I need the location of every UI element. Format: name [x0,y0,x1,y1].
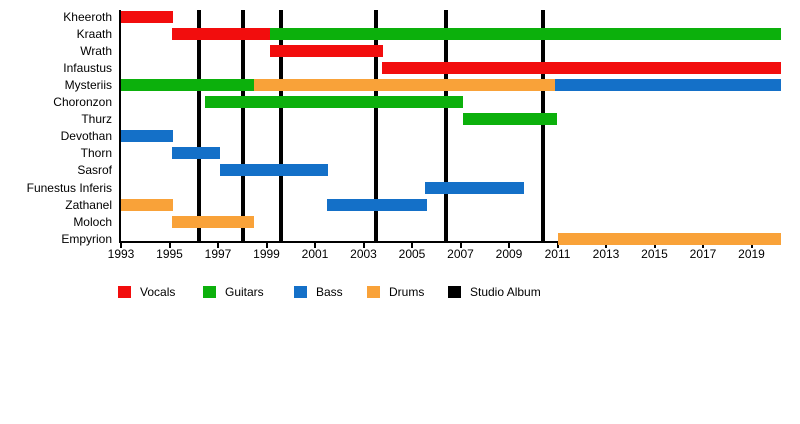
member-label-infaustus: Infaustus [63,60,112,75]
x-axis-line [119,241,781,243]
legend-label-guitars: Guitars [225,285,264,299]
studio-album-line [443,10,448,241]
member-label-thurz: Thurz [81,112,112,127]
x-tick-label: 2011 [544,247,571,261]
member-label-thorn: Thorn [80,146,112,161]
member-label-devothan: Devothan [60,129,112,144]
timeline-bar-thurz-guitars [462,113,558,126]
x-tick-label: 2003 [350,247,377,261]
timeline-bar-devothan-bass [121,130,174,143]
timeline-bar-zathanel-drums [121,198,174,211]
x-tick [556,243,559,248]
member-label-moloch: Moloch [73,214,112,229]
x-tick-label: 2017 [689,247,717,261]
timeline-bar-kraath-vocals [171,27,271,40]
x-tick-label: 1997 [204,247,232,261]
x-tick [362,243,365,248]
x-tick [411,243,413,248]
x-tick-label: 1995 [156,247,183,261]
member-label-wrath: Wrath [80,43,112,58]
x-tick [265,243,268,248]
legend-swatch-guitars [203,286,216,298]
timeline-bar-infaustus-vocals [381,61,781,74]
timeline-bar-wrath-vocals [270,44,383,57]
x-tick-label: 1993 [107,247,135,261]
x-tick [459,243,462,248]
x-tick [750,243,753,248]
timeline-bar-mysteriis-drums [254,78,556,91]
x-tick [605,243,607,248]
timeline-bar-mysteriis-guitars [121,78,255,91]
timeline-bar-funestus-inferis-bass [425,181,524,194]
x-tick [653,243,656,248]
timeline-bar-empyrion-drums [557,232,781,245]
x-tick-label: 2001 [301,247,329,261]
member-label-funestus-inferis: Funestus Inferis [26,180,112,195]
legend-swatch-studio-album [448,286,461,298]
timeline-bar-mysteriis-bass [555,78,781,91]
x-tick-label: 2013 [592,247,620,261]
member-label-mysteriis: Mysteriis [64,77,112,92]
legend-swatch-vocals [118,286,131,298]
legend-label-drums: Drums [389,285,425,299]
studio-album-line [373,10,378,241]
timeline-bar-choronzon-guitars [204,96,463,108]
x-tick [702,243,704,248]
legend-label-studio-album: Studio Album [470,285,541,299]
legend-label-bass: Bass [316,285,343,299]
member-label-choronzon: Choronzon [53,95,112,109]
timeline-bar-thorn-bass [171,147,221,160]
timeline-bar-kheeroth-vocals [121,10,174,23]
x-tick [508,243,510,248]
legend-swatch-bass [294,286,307,298]
x-tick-label: 2019 [738,247,765,261]
studio-album-line [279,10,284,241]
member-label-zathanel: Zathanel [65,197,112,212]
studio-album-line [196,10,201,241]
legend-swatch-drums [367,286,380,298]
x-tick [168,243,171,248]
studio-album-line [540,10,545,241]
x-tick-label: 2015 [641,247,668,261]
x-tick-label: 2007 [447,247,474,261]
x-tick [314,243,316,248]
x-tick-label: 1999 [253,247,280,261]
timeline-bar-moloch-drums [171,215,255,228]
member-label-empyrion: Empyrion [61,231,112,246]
x-tick-label: 2005 [398,247,426,261]
x-tick-label: 2009 [495,247,523,261]
legend-label-vocals: Vocals [140,285,176,299]
timeline-bar-sasrof-bass [220,164,329,177]
member-label-kheeroth: Kheeroth [63,9,112,24]
y-axis-line [119,10,121,243]
studio-album-line [241,10,246,241]
member-label-kraath: Kraath [76,26,112,41]
x-tick [217,243,219,248]
member-label-sasrof: Sasrof [77,163,112,178]
x-tick [120,243,122,248]
timeline-bar-zathanel-bass [327,198,427,211]
timeline-bar-kraath-guitars [270,27,781,40]
